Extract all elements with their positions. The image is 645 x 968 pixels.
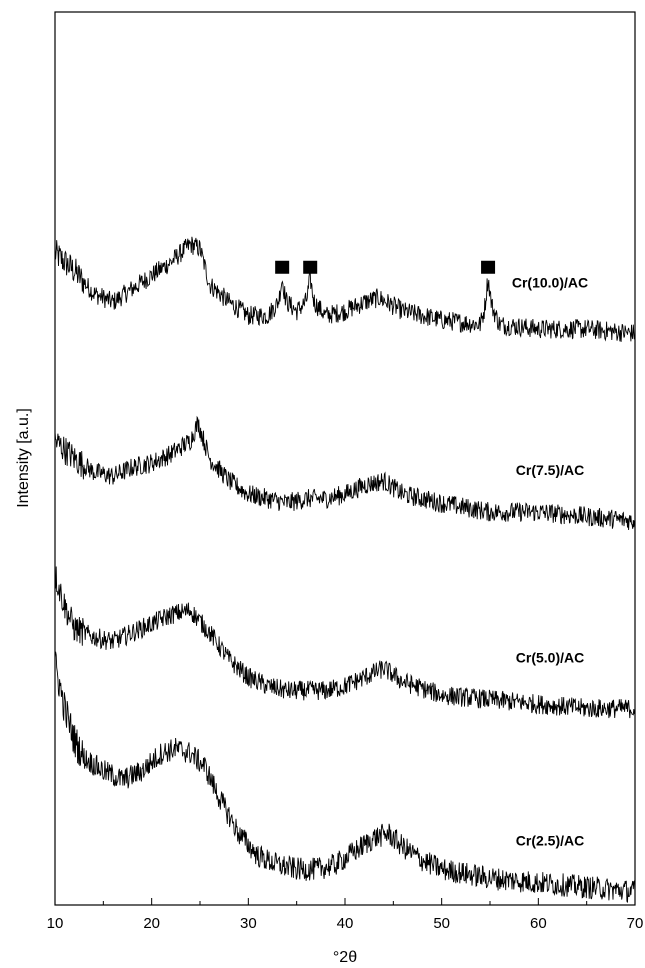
- series-lines: [54, 236, 636, 903]
- series-line: [54, 566, 636, 719]
- x-tick-label: 30: [240, 915, 257, 932]
- series-label: Cr(7.5)/AC: [516, 462, 584, 478]
- peak-marker: [303, 260, 318, 274]
- x-axis-ticks: 10 20 30 40 50 60 70: [47, 898, 644, 932]
- x-tick-label: 50: [433, 915, 450, 932]
- x-axis-title: °2θ: [333, 949, 357, 966]
- x-tick-label: 20: [143, 915, 160, 932]
- y-axis-title: Intensity [a.u.]: [15, 408, 32, 508]
- peak-marker: [275, 260, 290, 274]
- series-label: Cr(5.0)/AC: [516, 650, 584, 666]
- x-tick-label: 60: [530, 915, 547, 932]
- x-tick-label: 40: [337, 915, 354, 932]
- peak-marker: [481, 260, 496, 274]
- series-line: [54, 651, 636, 903]
- peak-markers: [275, 260, 496, 274]
- x-tick-label: 10: [47, 915, 64, 932]
- series-line: [54, 236, 636, 342]
- series-label: Cr(10.0)/AC: [512, 274, 588, 290]
- series-labels: Cr(10.0)/AC Cr(7.5)/AC Cr(5.0)/AC Cr(2.5)/A…: [512, 274, 588, 848]
- series-label: Cr(2.5)/AC: [516, 833, 584, 849]
- x-tick-label: 70: [627, 915, 644, 932]
- series-line: [54, 415, 636, 531]
